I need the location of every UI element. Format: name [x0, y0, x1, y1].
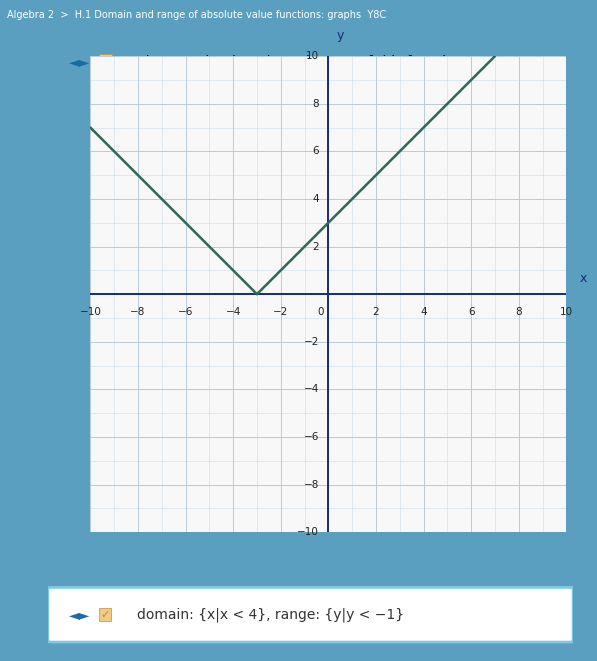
Text: domain: {x|x < 4}, range: {y|y < −1}: domain: {x|x < 4}, range: {y|y < −1} — [137, 607, 404, 622]
Text: 6: 6 — [312, 146, 319, 157]
Text: 6: 6 — [468, 307, 475, 317]
Text: −10: −10 — [79, 307, 101, 317]
Text: ✓: ✓ — [100, 56, 111, 68]
Text: −8: −8 — [303, 479, 319, 490]
Text: −2: −2 — [273, 307, 288, 317]
Text: ◄►: ◄► — [69, 607, 90, 622]
FancyBboxPatch shape — [48, 588, 573, 642]
Text: Algebra 2  >  H.1 Domain and range of absolute value functions: graphs  Y8C: Algebra 2 > H.1 Domain and range of abso… — [7, 10, 386, 20]
Text: 10: 10 — [560, 307, 573, 317]
Text: −8: −8 — [130, 307, 146, 317]
Text: −6: −6 — [303, 432, 319, 442]
Text: y: y — [337, 29, 344, 42]
Text: What are the domain and range of this function?: What are the domain and range of this fu… — [132, 56, 470, 69]
Text: −2: −2 — [303, 336, 319, 347]
Text: −4: −4 — [226, 307, 241, 317]
Text: 2: 2 — [373, 307, 379, 317]
Text: x: x — [579, 272, 587, 285]
Text: 2: 2 — [312, 241, 319, 252]
Text: 4: 4 — [420, 307, 427, 317]
Text: 8: 8 — [312, 98, 319, 109]
Text: ✓: ✓ — [100, 609, 110, 620]
Text: −4: −4 — [303, 384, 319, 395]
Text: 10: 10 — [306, 51, 319, 61]
Text: 8: 8 — [515, 307, 522, 317]
Text: −10: −10 — [297, 527, 319, 537]
Text: −6: −6 — [178, 307, 193, 317]
Text: 0: 0 — [317, 307, 324, 317]
Text: ◄►: ◄► — [69, 56, 90, 69]
Text: 4: 4 — [312, 194, 319, 204]
